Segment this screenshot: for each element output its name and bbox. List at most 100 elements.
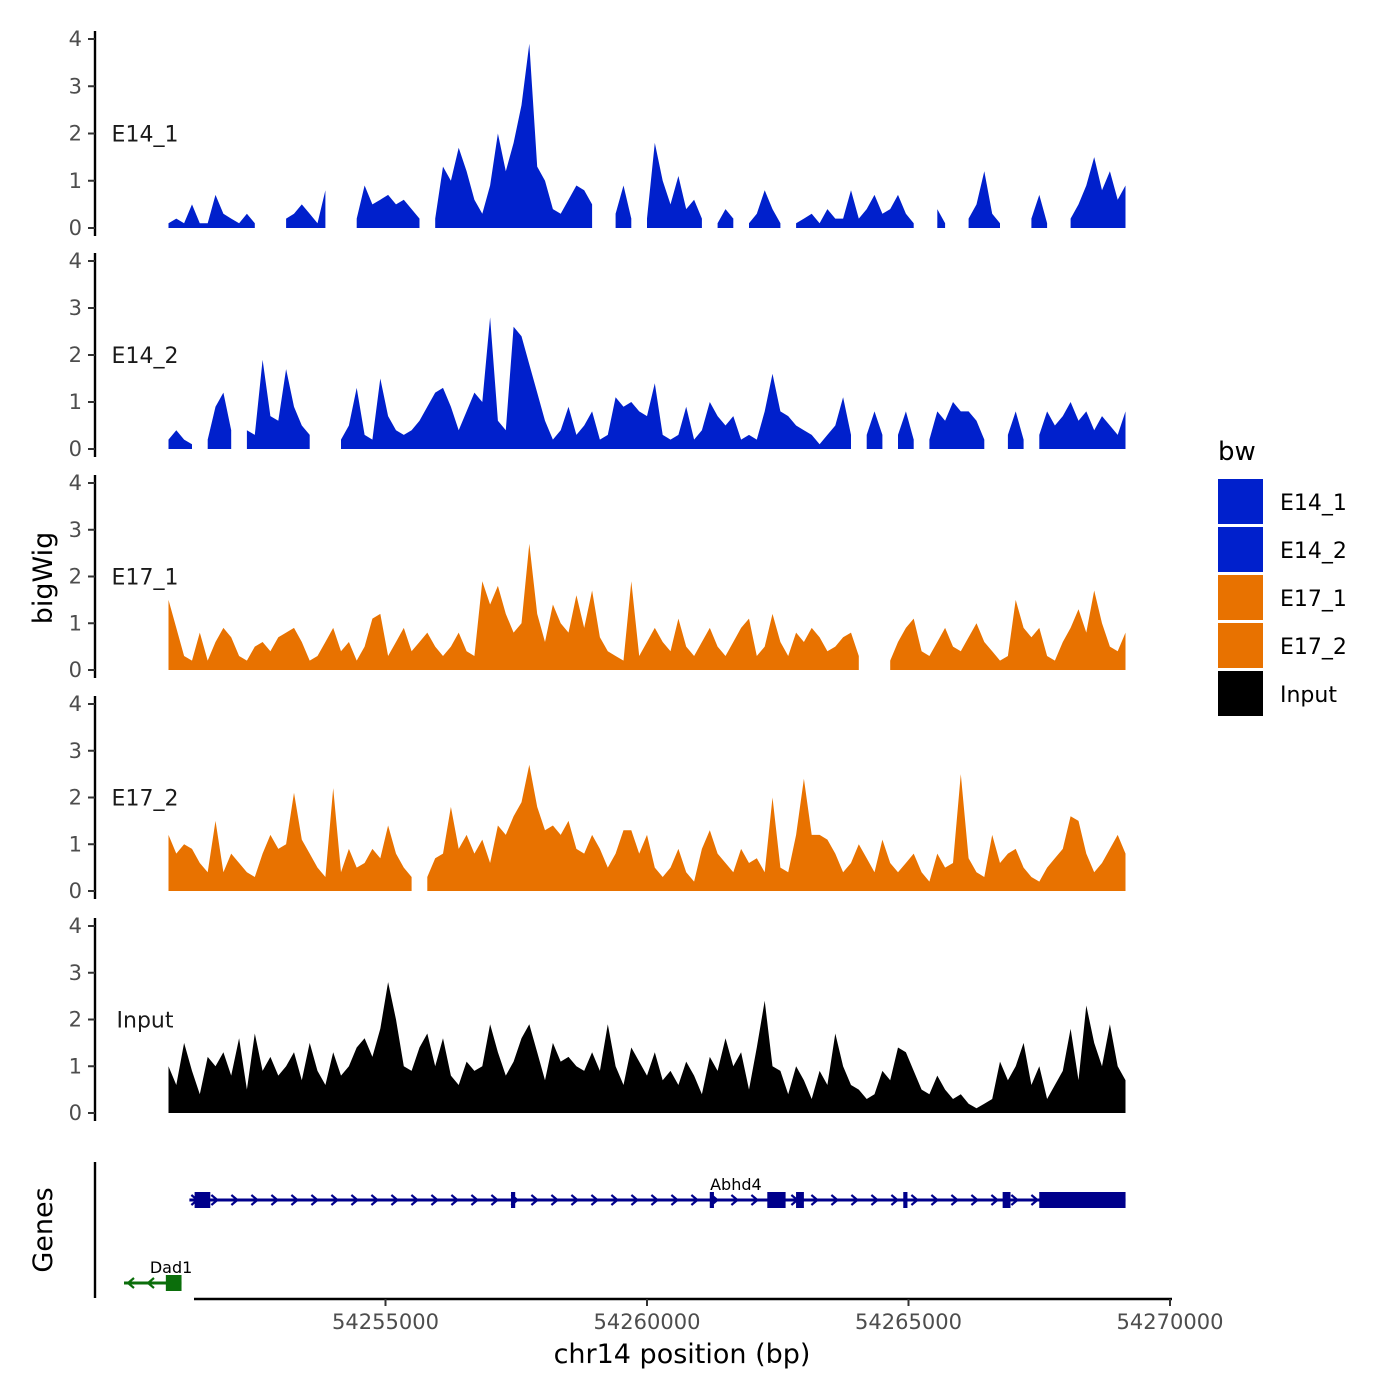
strand-arrow bbox=[990, 1194, 1000, 1206]
track-label: E14_2 bbox=[112, 344, 179, 369]
x-tick-label: 54265000 bbox=[855, 1310, 962, 1334]
signal-area bbox=[168, 788, 412, 891]
strand-arrow bbox=[690, 1194, 700, 1206]
track-E14_2: 0 1 2 3 4 E14_2 bbox=[69, 249, 1126, 461]
signal-area bbox=[717, 209, 734, 228]
signal-area bbox=[937, 209, 946, 228]
genes-axis-title: Genes bbox=[28, 1187, 59, 1272]
legend: bw E14_1 E14_2 E17_1 E17_2 Input bbox=[1218, 437, 1347, 716]
y-tick-label: 1 bbox=[69, 611, 82, 635]
legend-label: E17_2 bbox=[1280, 635, 1347, 660]
y-tick-label: 3 bbox=[69, 296, 82, 320]
gene-exon bbox=[1039, 1192, 1126, 1208]
y-tick-label: 0 bbox=[69, 879, 82, 903]
y-tick-label: 2 bbox=[69, 786, 82, 810]
gene-Abhd4: Abhd4 bbox=[189, 1175, 1126, 1208]
strand-arrow bbox=[430, 1194, 440, 1206]
gene-label: Abhd4 bbox=[710, 1175, 762, 1194]
signal-area bbox=[1007, 411, 1024, 449]
legend-item: E17_1 bbox=[1218, 575, 1347, 620]
signal-area bbox=[435, 43, 593, 229]
legend-swatch bbox=[1218, 527, 1263, 572]
strand-arrow bbox=[970, 1194, 980, 1206]
strand-arrow bbox=[390, 1194, 400, 1206]
x-axis: 54255000 54260000 54265000 54270000 bbox=[194, 1297, 1224, 1334]
legend-label: E14_1 bbox=[1280, 491, 1347, 516]
signal-area bbox=[866, 411, 883, 449]
signal-tracks: 0 1 2 3 4 E14_1 0 1 2 3 4 E14_2 0 1 2 3 4 E17_1 0 1 2 3 4 E17_2… bbox=[69, 27, 1126, 1125]
strand-arrow bbox=[1010, 1194, 1020, 1206]
strand-arrow bbox=[230, 1194, 240, 1206]
y-tick-label: 0 bbox=[69, 658, 82, 682]
y-tick-label: 4 bbox=[69, 471, 82, 495]
x-tick-label: 54255000 bbox=[332, 1310, 439, 1334]
x-tick-label: 54270000 bbox=[1117, 1310, 1224, 1334]
strand-arrow bbox=[870, 1194, 880, 1206]
y-tick-label: 4 bbox=[69, 249, 82, 273]
y-tick-label: 2 bbox=[69, 122, 82, 146]
track-label: E17_1 bbox=[112, 566, 179, 591]
signal-area bbox=[968, 171, 1000, 228]
strand-arrow bbox=[610, 1194, 620, 1206]
strand-arrow bbox=[530, 1194, 540, 1206]
gene-exon bbox=[903, 1192, 908, 1208]
legend-label: E17_1 bbox=[1280, 587, 1347, 612]
signal-area bbox=[356, 185, 420, 228]
strand-arrow bbox=[126, 1277, 135, 1289]
legend-title: bw bbox=[1218, 437, 1256, 467]
y-tick-label: 4 bbox=[69, 914, 82, 938]
y-tick-label: 3 bbox=[69, 518, 82, 542]
y-tick-label: 3 bbox=[69, 739, 82, 763]
strand-arrow bbox=[370, 1194, 380, 1206]
strand-arrow bbox=[750, 1194, 760, 1206]
strand-arrow bbox=[210, 1194, 220, 1206]
signal-area bbox=[1070, 157, 1126, 228]
legend-swatch bbox=[1218, 575, 1263, 620]
strand-arrow bbox=[830, 1194, 840, 1206]
signal-area bbox=[749, 190, 781, 228]
strand-arrow bbox=[590, 1194, 600, 1206]
strand-arrow bbox=[310, 1194, 320, 1206]
y-tick-label: 1 bbox=[69, 390, 82, 414]
track-E17_1: 0 1 2 3 4 E17_1 bbox=[69, 471, 1126, 682]
strand-arrow bbox=[550, 1194, 560, 1206]
strand-arrow bbox=[730, 1194, 740, 1206]
strand-arrow bbox=[850, 1194, 860, 1206]
signal-area bbox=[207, 392, 232, 449]
gene-exon bbox=[194, 1192, 211, 1208]
y-tick-label: 3 bbox=[69, 961, 82, 985]
legend-swatch bbox=[1218, 623, 1263, 668]
signal-area bbox=[286, 190, 326, 228]
strand-arrow bbox=[470, 1194, 480, 1206]
strand-arrow bbox=[810, 1194, 820, 1206]
strand-arrow bbox=[146, 1277, 155, 1289]
x-axis-title: chr14 position (bp) bbox=[554, 1339, 811, 1370]
legend-swatch bbox=[1218, 671, 1263, 716]
signal-area bbox=[341, 317, 851, 449]
y-tick-label: 1 bbox=[69, 1054, 82, 1078]
track-E14_1: 0 1 2 3 4 E14_1 bbox=[69, 27, 1126, 240]
gene-exon bbox=[796, 1192, 804, 1208]
strand-arrow bbox=[410, 1194, 420, 1206]
strand-arrow bbox=[350, 1194, 360, 1206]
signal-area bbox=[615, 185, 632, 228]
signal-area bbox=[796, 190, 914, 228]
signal-area bbox=[168, 543, 859, 670]
legend-item: E14_1 bbox=[1218, 479, 1347, 524]
strand-arrow bbox=[450, 1194, 460, 1206]
y-tick-label: 2 bbox=[69, 1008, 82, 1032]
track-E17_2: 0 1 2 3 4 E17_2 bbox=[69, 692, 1126, 903]
signal-area bbox=[168, 194, 255, 228]
strand-arrow bbox=[270, 1194, 280, 1206]
strand-arrow bbox=[910, 1194, 920, 1206]
genes-panel: Dad1 Abhd4 bbox=[93, 1162, 1126, 1298]
gene-exon bbox=[1002, 1192, 1011, 1208]
signal-area bbox=[647, 142, 702, 228]
strand-arrow bbox=[650, 1194, 660, 1206]
signal-area bbox=[168, 430, 192, 449]
legend-label: Input bbox=[1280, 683, 1337, 708]
y-tick-label: 2 bbox=[69, 565, 82, 589]
track-label: E17_2 bbox=[112, 787, 179, 812]
x-tick-label: 54260000 bbox=[594, 1310, 701, 1334]
strand-arrow bbox=[490, 1194, 500, 1206]
